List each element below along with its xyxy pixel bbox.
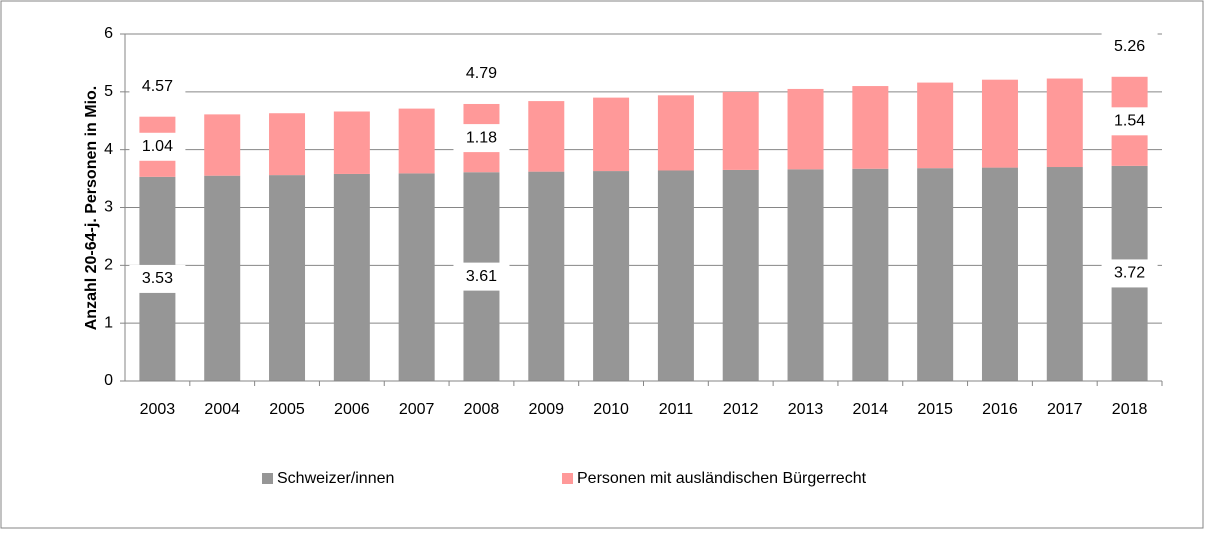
bar-segment: [657, 170, 694, 381]
bar-segment: [981, 79, 1018, 168]
data-label: 3.72: [1114, 265, 1145, 282]
y-tick-label: 0: [104, 372, 113, 389]
label-background: [1101, 107, 1158, 136]
bar-segment: [1046, 78, 1083, 168]
x-tick-label: 2014: [853, 401, 889, 418]
bar-segment: [722, 91, 759, 170]
y-tick-label: 1: [104, 314, 113, 331]
bar-segment: [398, 108, 435, 174]
bar-segment: [787, 88, 824, 170]
y-axis-title: Anzahl 20-64-j. Personen in Mio.: [83, 86, 100, 331]
x-tick-label: 2008: [464, 401, 500, 418]
x-tick-label: 2005: [269, 401, 305, 418]
y-tick-label: 5: [104, 83, 113, 100]
legend-swatch: [562, 473, 573, 484]
bar-segment: [269, 113, 306, 176]
legend-label: Personen mit ausländischen Bürgerrecht: [577, 470, 867, 487]
label-background: [129, 72, 186, 101]
bar-segment: [981, 167, 1018, 381]
data-label: 1.54: [1114, 113, 1145, 130]
data-label: 4.57: [142, 78, 173, 95]
data-label: 1.04: [142, 138, 173, 155]
label-background: [453, 59, 510, 88]
bar-segment: [657, 95, 694, 171]
bar-segment: [917, 82, 954, 169]
x-tick-label: 2009: [528, 401, 564, 418]
x-tick-label: 2004: [204, 401, 240, 418]
data-label: 1.18: [466, 129, 497, 146]
y-tick-label: 4: [104, 141, 113, 158]
bar-segment: [204, 114, 241, 176]
bar-segment: [398, 173, 435, 381]
x-tick-label: 2015: [917, 401, 953, 418]
bar-segment: [787, 169, 824, 381]
x-tick-label: 2018: [1112, 401, 1148, 418]
bar-segment: [333, 173, 370, 381]
x-tick-label: 2006: [334, 401, 370, 418]
bar-segment: [852, 168, 889, 381]
y-tick-label: 3: [104, 199, 113, 216]
label-background: [1101, 32, 1158, 61]
data-label: 3.61: [466, 268, 497, 285]
x-tick-label: 2010: [593, 401, 629, 418]
bar-segment: [269, 175, 306, 381]
bar-segment: [593, 97, 630, 172]
x-tick-label: 2007: [399, 401, 435, 418]
label-background: [129, 264, 186, 293]
label-background: [1101, 259, 1158, 288]
x-tick-label: 2016: [982, 401, 1018, 418]
data-label: 3.53: [142, 270, 173, 287]
bar-segment: [722, 169, 759, 381]
bar-segment: [528, 171, 565, 381]
legend-label: Schweizer/innen: [277, 470, 394, 487]
label-background: [453, 262, 510, 291]
x-tick-label: 2017: [1047, 401, 1083, 418]
bar-segment: [917, 168, 954, 381]
x-tick-label: 2011: [659, 401, 694, 418]
x-tick-label: 2012: [723, 401, 759, 418]
bar-segment: [333, 111, 370, 174]
x-tick-label: 2013: [788, 401, 824, 418]
data-label: 4.79: [466, 65, 497, 82]
bar-segment: [593, 171, 630, 381]
y-tick-label: 6: [104, 25, 113, 42]
y-tick-label: 2: [104, 257, 113, 274]
legend-swatch: [262, 473, 273, 484]
data-label: 5.26: [1114, 38, 1145, 55]
label-background: [129, 132, 186, 161]
bar-segment: [528, 101, 565, 172]
x-tick-label: 2003: [140, 401, 176, 418]
label-background: [453, 124, 510, 153]
bar-segment: [852, 86, 889, 169]
bar-segment: [204, 175, 241, 381]
bar-segment: [1046, 167, 1083, 381]
